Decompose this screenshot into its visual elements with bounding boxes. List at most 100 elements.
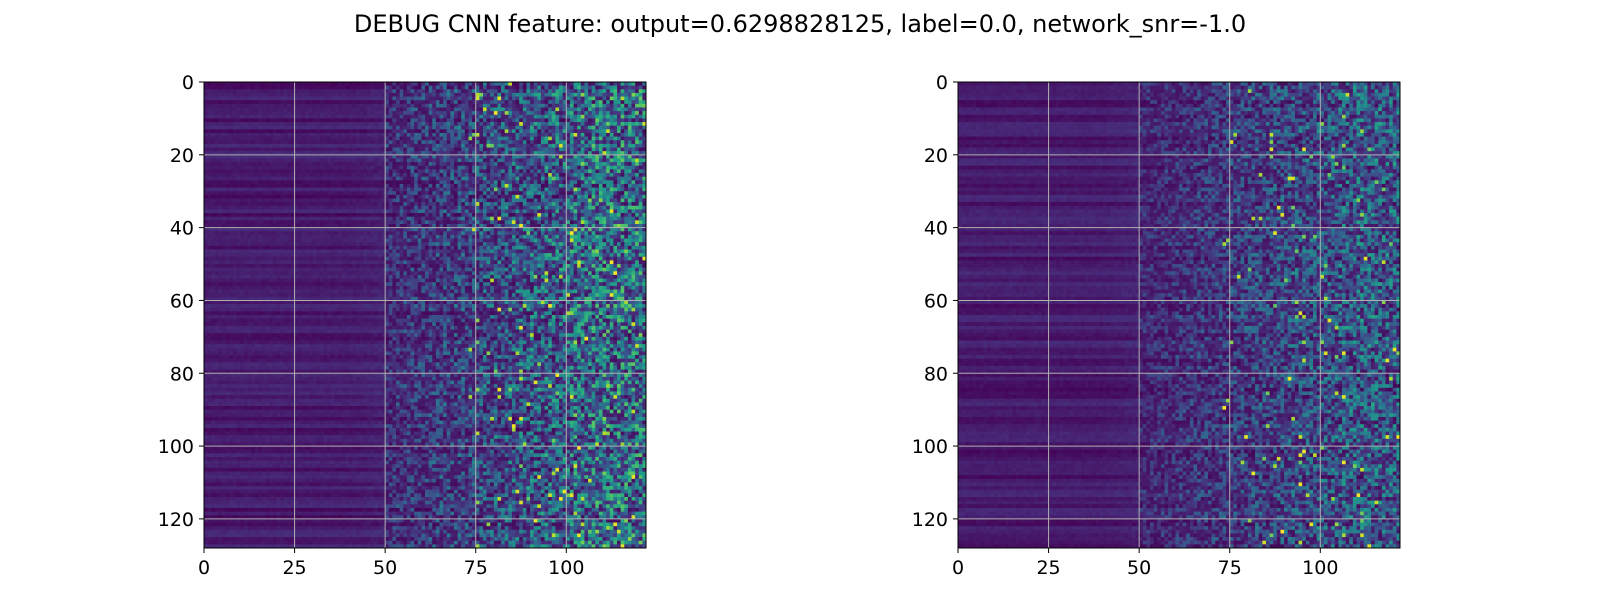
heatmap-cell (617, 180, 622, 185)
heatmap-cell (309, 213, 314, 218)
heatmap-cell (530, 209, 535, 214)
heatmap-cell (218, 220, 223, 225)
heatmap-cell (301, 209, 306, 214)
heatmap-cell (548, 213, 553, 218)
heatmap-cell (345, 85, 350, 90)
heatmap-cell (530, 187, 535, 192)
heatmap-cell (497, 162, 502, 167)
heatmap-cell (598, 220, 603, 225)
heatmap-cell (501, 209, 506, 214)
heatmap-cell (584, 85, 589, 90)
heatmap-cell (432, 187, 437, 192)
heatmap-cell (265, 140, 270, 145)
heatmap-cell (428, 143, 433, 148)
heatmap-cell (584, 132, 589, 138)
heatmap-cell (225, 147, 230, 152)
heatmap-cell (309, 205, 314, 210)
heatmap-cell (551, 180, 556, 185)
heatmap-cell (606, 111, 611, 116)
heatmap-cell (348, 151, 353, 156)
heatmap-cell (453, 194, 458, 199)
heatmap-cell (280, 129, 285, 134)
heatmap-cell (222, 205, 227, 210)
heatmap-cell (269, 82, 274, 87)
heatmap-cell (381, 154, 386, 159)
heatmap-cell (421, 194, 426, 199)
heatmap-cell (254, 92, 259, 97)
heatmap-cell (287, 209, 292, 214)
heatmap-cell (417, 191, 422, 196)
heatmap-cell (348, 114, 353, 119)
heatmap-cell (631, 162, 636, 167)
heatmap-cell (453, 165, 458, 170)
heatmap-cell (338, 85, 343, 90)
heatmap-cell (526, 118, 531, 123)
heatmap-cell (399, 213, 404, 218)
heatmap-cell (319, 132, 324, 138)
heatmap-cell (236, 122, 241, 127)
heatmap-cell (624, 158, 629, 163)
heatmap-cell (399, 198, 404, 203)
heatmap-cell (410, 151, 415, 156)
heatmap-cell (272, 143, 277, 148)
heatmap-cell (330, 198, 335, 203)
heatmap-cell (374, 198, 379, 203)
heatmap-cell (399, 143, 404, 148)
heatmap-cell (218, 100, 223, 105)
heatmap-cell (533, 220, 538, 225)
heatmap-cell (269, 213, 274, 218)
heatmap-cell (316, 147, 321, 152)
heatmap-cell (602, 107, 607, 112)
heatmap-cell (225, 103, 230, 108)
heatmap-cell (544, 162, 549, 167)
heatmap-cell (236, 223, 241, 229)
heatmap-cell (265, 151, 270, 156)
heatmap-cell (316, 140, 321, 145)
heatmap-cell (312, 118, 317, 123)
heatmap-cell (251, 143, 256, 148)
heatmap-cell (261, 151, 266, 156)
heatmap-cell (403, 158, 408, 163)
heatmap-cell (631, 89, 636, 94)
heatmap-cell (624, 143, 629, 148)
heatmap-cell (309, 132, 314, 138)
heatmap-cell (367, 180, 372, 185)
heatmap-cell (584, 158, 589, 163)
heatmap-cell (638, 89, 643, 94)
heatmap-cell (327, 216, 332, 221)
heatmap-cell (352, 176, 357, 181)
heatmap-cell (374, 85, 379, 90)
heatmap-cell (410, 103, 415, 108)
heatmap-cell (363, 220, 368, 225)
heatmap-cell (559, 100, 564, 105)
heatmap-cell (501, 82, 506, 87)
heatmap-cell (555, 147, 560, 152)
heatmap-cell (624, 191, 629, 196)
heatmap-cell (443, 198, 448, 203)
heatmap-cell (435, 213, 440, 218)
heatmap-cell (479, 227, 484, 232)
heatmap-cell (392, 165, 397, 170)
heatmap-cell (530, 111, 535, 116)
heatmap-cell (327, 136, 332, 141)
heatmap-cell (635, 183, 640, 188)
heatmap-cell (417, 216, 422, 221)
heatmap-cell (515, 103, 520, 108)
heatmap-cell (280, 111, 285, 116)
heatmap-cell (298, 173, 303, 178)
heatmap-cell (617, 122, 622, 127)
heatmap-cell (490, 154, 495, 159)
heatmap-cell (537, 187, 542, 192)
heatmap-cell (345, 143, 350, 148)
heatmap-cell (280, 223, 285, 229)
heatmap-cell (464, 111, 469, 116)
heatmap-cell (501, 198, 506, 203)
heatmap-cell (486, 213, 491, 218)
heatmap-cell (269, 176, 274, 181)
heatmap-cell (265, 223, 270, 229)
heatmap-cell (301, 169, 306, 174)
heatmap-cell (261, 209, 266, 214)
heatmap-cell (229, 202, 234, 207)
heatmap-cell (251, 223, 256, 229)
heatmap-cell (588, 107, 593, 112)
